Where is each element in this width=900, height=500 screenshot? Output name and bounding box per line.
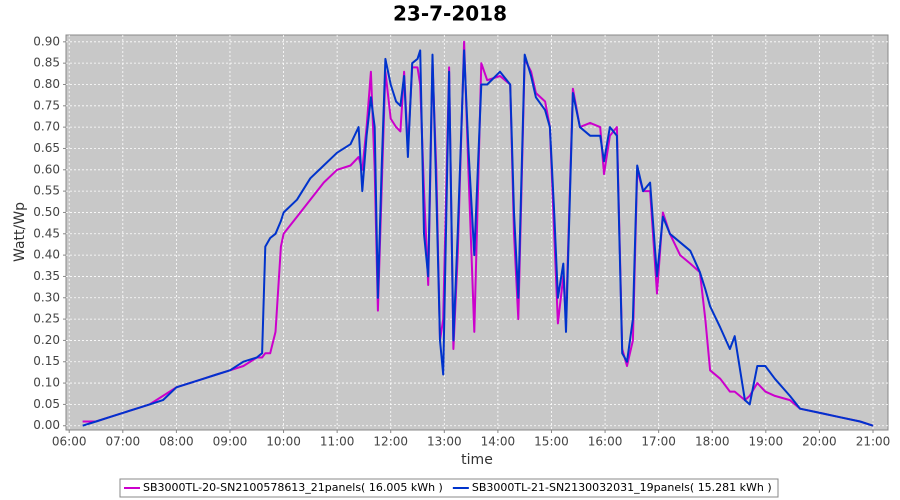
y-tick-label: 0.75 — [33, 98, 60, 112]
x-axis-label: time — [461, 452, 493, 468]
x-tick-label: 07:00 — [106, 435, 141, 449]
legend-label: SB3000TL-20-SN2100578613_21panels( 16.00… — [143, 481, 443, 494]
series-line — [82, 49, 874, 427]
series-line — [82, 40, 874, 427]
x-tick-label: 09:00 — [213, 435, 248, 449]
x-tick-label: 13:00 — [427, 435, 462, 449]
x-tick-label: 14:00 — [481, 435, 516, 449]
x-tick-label: 10:00 — [266, 435, 301, 449]
y-tick-label: 0.20 — [33, 333, 60, 347]
lines — [82, 40, 874, 427]
y-tick-label: 0.50 — [33, 205, 60, 219]
y-tick-label: 0.60 — [33, 162, 60, 176]
x-tick-label: 08:00 — [159, 435, 194, 449]
x-tick-label: 19:00 — [749, 435, 784, 449]
y-tick-label: 0.00 — [33, 418, 60, 432]
chart-title: 23-7-2018 — [393, 2, 507, 26]
y-tick-label: 0.30 — [33, 290, 60, 304]
y-tick-label: 0.85 — [33, 56, 60, 70]
y-tick-label: 0.70 — [33, 120, 60, 134]
x-tick-label: 20:00 — [802, 435, 837, 449]
x-tick-label: 06:00 — [52, 435, 87, 449]
y-axis-label: Watt/Wp — [12, 202, 28, 262]
x-tick-label: 12:00 — [373, 435, 408, 449]
y-tick-label: 0.80 — [33, 77, 60, 91]
y-tick-label: 0.25 — [33, 312, 60, 326]
grid — [66, 35, 888, 430]
x-tick-label: 16:00 — [588, 435, 623, 449]
y-tick-label: 0.45 — [33, 226, 60, 240]
legend-label: SB3000TL-21-SN2130032031_19panels( 15.28… — [472, 481, 772, 494]
y-tick-label: 0.15 — [33, 354, 60, 368]
y-tick-label: 0.40 — [33, 248, 60, 262]
x-tick-label: 15:00 — [534, 435, 569, 449]
x-tick-label: 18:00 — [695, 435, 730, 449]
legend — [119, 478, 779, 498]
y-tick-label: 0.65 — [33, 141, 60, 155]
y-tick-label: 0.35 — [33, 269, 60, 283]
y-tick-label: 0.90 — [33, 34, 60, 48]
x-tick-label: 21:00 — [856, 435, 891, 449]
y-tick-label: 0.55 — [33, 184, 60, 198]
x-tick-label: 17:00 — [641, 435, 676, 449]
y-tick-label: 0.05 — [33, 397, 60, 411]
y-tick-label: 0.10 — [33, 376, 60, 390]
x-tick-label: 11:00 — [320, 435, 355, 449]
